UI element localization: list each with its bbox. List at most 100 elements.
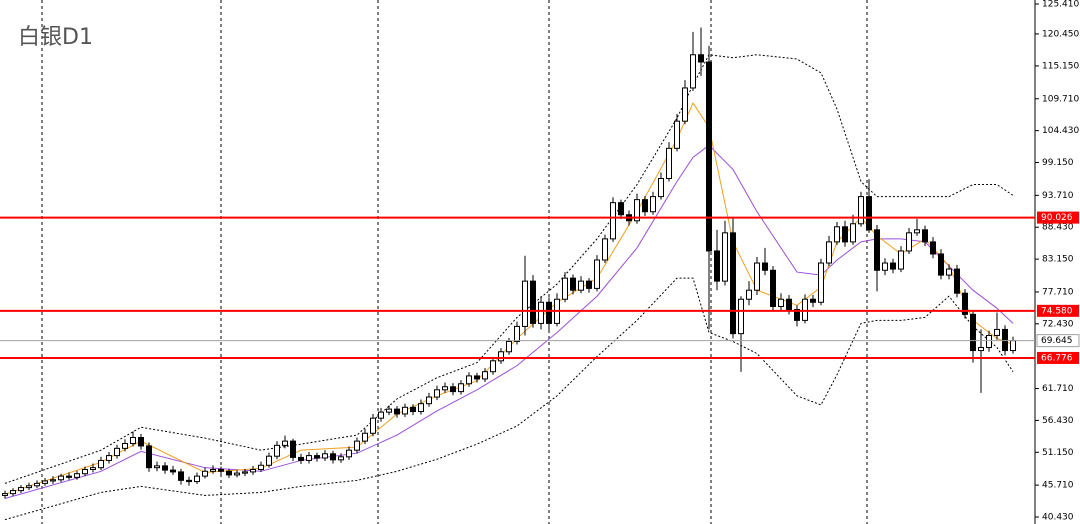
candle-body bbox=[394, 408, 400, 415]
candle-body bbox=[898, 250, 904, 270]
candle-body bbox=[490, 360, 496, 373]
candle-body bbox=[778, 298, 784, 307]
y-tick-label: 109.710 bbox=[1042, 94, 1079, 104]
candle-body bbox=[226, 470, 232, 476]
candle-body bbox=[242, 471, 248, 474]
candle-body bbox=[170, 469, 176, 473]
y-tick-label: 88.430 bbox=[1042, 223, 1074, 233]
candle-body bbox=[442, 386, 448, 391]
candle-body bbox=[138, 436, 144, 447]
indicator-line bbox=[4, 277, 1014, 521]
candle-body bbox=[34, 482, 40, 487]
candle-body bbox=[706, 61, 712, 252]
y-tick-label: 61.710 bbox=[1042, 384, 1074, 394]
candle-body bbox=[10, 490, 16, 495]
y-tick-label: 104.430 bbox=[1042, 126, 1079, 136]
candle-body bbox=[738, 298, 744, 335]
candle-body bbox=[322, 453, 328, 459]
candle-body bbox=[186, 479, 192, 483]
candle-body bbox=[834, 226, 840, 243]
chart-title: 白银D1 bbox=[18, 25, 93, 50]
candle-body bbox=[346, 449, 352, 458]
y-tick-label: 51.150 bbox=[1042, 448, 1074, 458]
candle-body bbox=[962, 292, 968, 315]
candle-body bbox=[482, 371, 488, 380]
candle-body bbox=[298, 456, 304, 461]
candle-body bbox=[658, 178, 664, 198]
candle-body bbox=[850, 223, 856, 243]
candle-body bbox=[498, 351, 504, 362]
y-tick-label: 125.410 bbox=[1042, 0, 1079, 9]
candle-body bbox=[730, 232, 736, 335]
candle-body bbox=[338, 456, 344, 461]
candle-body bbox=[650, 196, 656, 213]
candle-body bbox=[666, 147, 672, 180]
candle-body bbox=[938, 253, 944, 276]
candle-body bbox=[690, 54, 696, 89]
candle-body bbox=[474, 375, 480, 380]
candle-body bbox=[386, 408, 392, 413]
candle-body bbox=[930, 241, 936, 255]
candle-body bbox=[994, 328, 1000, 336]
y-tick-label: 99.150 bbox=[1042, 158, 1074, 168]
candle-body bbox=[594, 259, 600, 289]
candle-body bbox=[282, 440, 288, 446]
candle-body bbox=[130, 436, 136, 445]
candle-body bbox=[578, 280, 584, 291]
candle-body bbox=[98, 459, 104, 469]
candle-body bbox=[842, 226, 848, 243]
candle-body bbox=[362, 432, 368, 442]
candle-body bbox=[330, 453, 336, 461]
candle-body bbox=[426, 396, 432, 405]
candle-body bbox=[674, 120, 680, 149]
candle-body bbox=[506, 341, 512, 353]
candle-body bbox=[746, 289, 752, 300]
candle-body bbox=[234, 472, 240, 476]
candle-body bbox=[66, 475, 72, 478]
candle-body bbox=[530, 280, 536, 324]
candle-body bbox=[290, 440, 296, 458]
y-tick-label: 120.450 bbox=[1042, 29, 1079, 39]
candle-body bbox=[866, 196, 872, 231]
candle-body bbox=[858, 196, 864, 225]
y-tick-label: 77.710 bbox=[1042, 287, 1074, 297]
candle-body bbox=[786, 298, 792, 311]
candle-body bbox=[754, 262, 760, 291]
candle-body bbox=[618, 202, 624, 216]
candle-body bbox=[402, 406, 408, 415]
candle-body bbox=[538, 301, 544, 324]
candle-body bbox=[906, 232, 912, 252]
candle-body bbox=[770, 269, 776, 307]
candle-body bbox=[570, 277, 576, 291]
candle-body bbox=[106, 455, 112, 461]
y-tick-label: 56.430 bbox=[1042, 416, 1074, 426]
candle-body bbox=[874, 229, 880, 271]
current-price-label: 69.645 bbox=[1041, 336, 1073, 346]
candle-body bbox=[202, 470, 208, 477]
candle-body bbox=[642, 199, 648, 213]
candle-body bbox=[146, 445, 152, 469]
candle-body bbox=[122, 443, 128, 449]
candle-body bbox=[258, 464, 264, 470]
current-price-box bbox=[1036, 334, 1080, 348]
level-label: 74.580 bbox=[1041, 306, 1073, 316]
indicator-line bbox=[4, 144, 1014, 499]
candle-body bbox=[514, 325, 520, 343]
candle-body bbox=[818, 262, 824, 303]
y-tick-label: 115.150 bbox=[1042, 61, 1079, 71]
candle-body bbox=[42, 480, 48, 484]
level-box bbox=[1037, 351, 1079, 364]
candle-body bbox=[794, 309, 800, 321]
candle-body bbox=[194, 475, 200, 483]
candle-body bbox=[890, 262, 896, 270]
candle-body bbox=[946, 268, 952, 276]
y-tick-label: 83.150 bbox=[1042, 255, 1074, 265]
level-label: 66.776 bbox=[1041, 353, 1073, 363]
candle-body bbox=[26, 485, 32, 489]
level-box bbox=[1037, 211, 1079, 224]
candle-body bbox=[978, 347, 984, 352]
candle-body bbox=[826, 241, 832, 264]
candle-body bbox=[82, 468, 88, 475]
candle-body bbox=[266, 455, 272, 466]
